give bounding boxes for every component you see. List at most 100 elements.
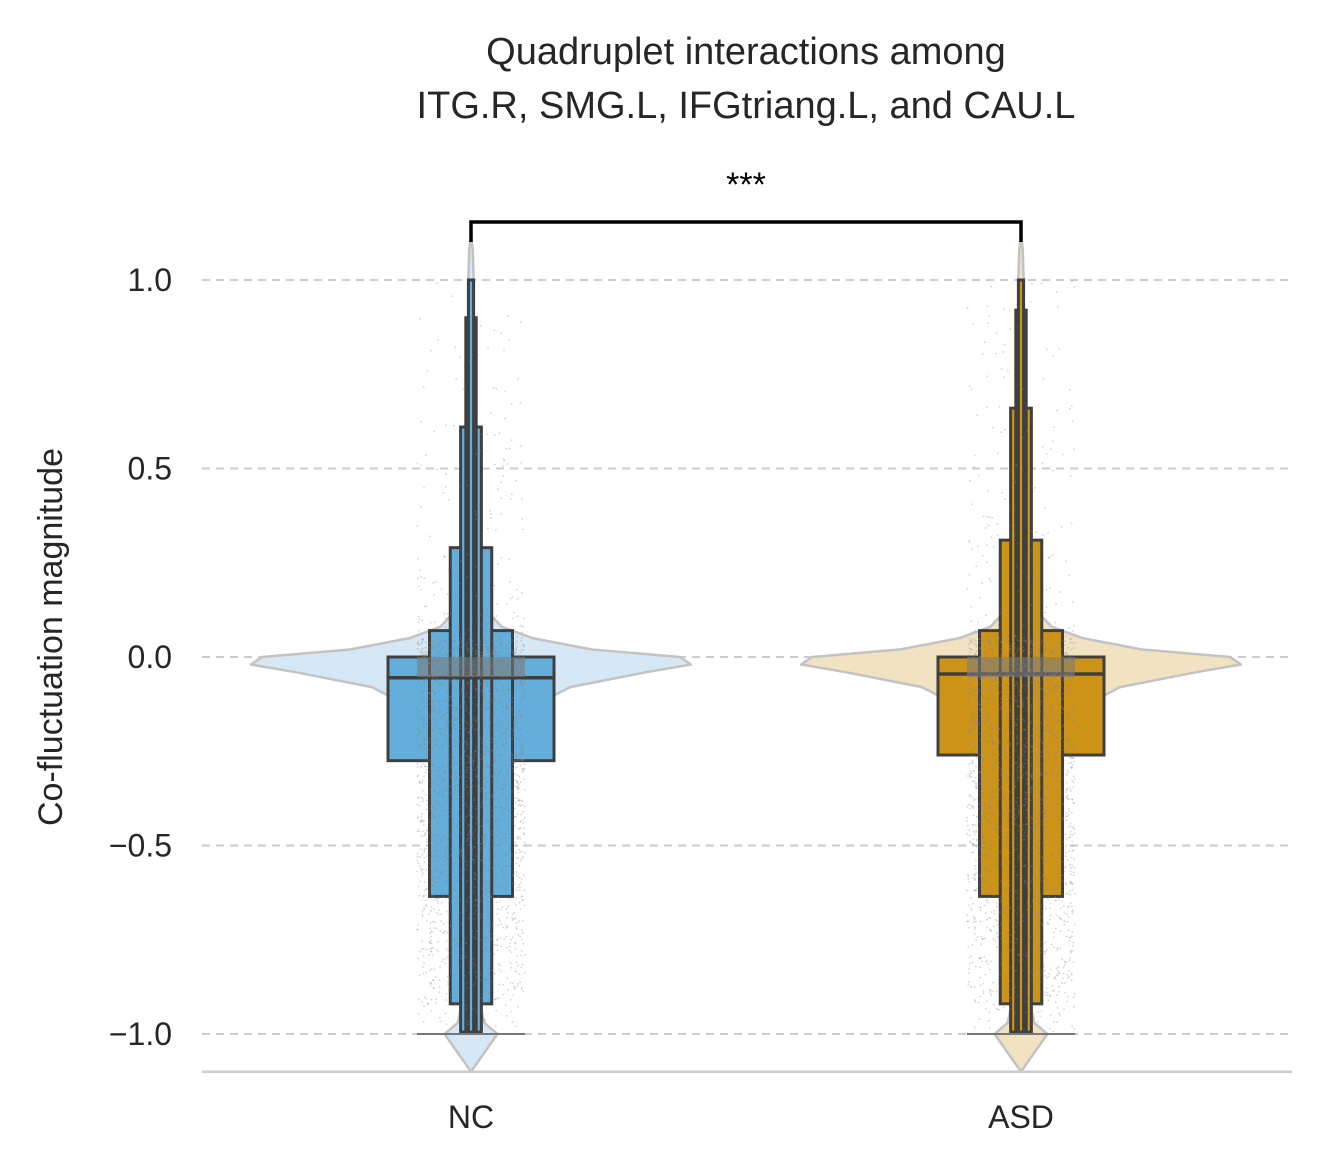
jitter-point: [416, 745, 419, 748]
jitter-point: [494, 697, 497, 700]
jitter-point: [438, 642, 441, 645]
jitter-point: [450, 765, 453, 768]
jitter-point: [1056, 714, 1059, 716]
jitter-point: [429, 969, 431, 972]
jitter-point: [486, 545, 489, 548]
jitter-point: [434, 621, 436, 623]
jitter-point: [511, 936, 514, 939]
jitter-point: [440, 890, 443, 893]
jitter-point: [1026, 802, 1029, 805]
jitter-point: [1067, 920, 1069, 923]
jitter-point: [997, 790, 1000, 792]
jitter-point: [1056, 864, 1059, 867]
jitter-point: [520, 691, 523, 694]
jitter-point: [995, 856, 998, 859]
jitter-point: [445, 957, 448, 960]
jitter-point: [451, 773, 454, 776]
jitter-point: [440, 781, 443, 783]
jitter-point: [456, 855, 459, 858]
jitter-point: [1043, 758, 1045, 761]
jitter-point: [1069, 937, 1071, 939]
jitter-point: [441, 871, 444, 874]
jitter-point: [511, 709, 514, 712]
jitter-point: [983, 803, 986, 805]
jitter-point: [969, 651, 972, 653]
jitter-point: [510, 727, 513, 730]
jitter-point: [1071, 850, 1074, 852]
jitter-point: [450, 695, 453, 698]
jitter-point: [444, 849, 447, 852]
jitter-point: [463, 771, 466, 774]
jitter-point: [1049, 968, 1052, 971]
jitter-point: [968, 647, 971, 650]
jitter-point: [1036, 813, 1038, 816]
jitter-point: [1066, 653, 1069, 656]
jitter-point: [501, 727, 504, 730]
jitter-point: [421, 651, 424, 653]
jitter-point: [1063, 870, 1066, 873]
jitter-point: [989, 812, 991, 814]
jitter-point: [431, 878, 434, 881]
jitter-point: [1042, 534, 1045, 537]
jitter-point: [1016, 889, 1019, 892]
jitter-point: [1018, 905, 1021, 908]
jitter-point: [974, 798, 976, 801]
jitter-point: [458, 852, 461, 854]
jitter-point: [446, 717, 449, 720]
jitter-point: [421, 812, 423, 815]
jitter-point: [509, 847, 512, 850]
jitter-point: [1066, 787, 1069, 790]
jitter-point: [425, 605, 428, 607]
jitter-point: [970, 641, 972, 644]
jitter-point: [972, 838, 975, 841]
jitter-point: [1066, 935, 1068, 938]
jitter-point: [431, 646, 434, 649]
jitter-point: [466, 642, 468, 645]
jitter-point: [989, 684, 991, 687]
jitter-point: [503, 731, 506, 734]
jitter-point: [969, 807, 971, 810]
jitter-point: [1031, 785, 1033, 788]
jitter-point: [433, 709, 436, 712]
jitter-point: [1006, 826, 1009, 828]
jitter-point: [484, 679, 486, 682]
jitter-point: [477, 811, 480, 813]
jitter-point: [423, 716, 426, 719]
jitter-point: [490, 933, 493, 935]
jitter-point: [1044, 861, 1047, 864]
jitter-point: [1065, 865, 1067, 868]
jitter-point: [1020, 707, 1022, 710]
jitter-point: [979, 689, 982, 692]
jitter-point: [1048, 995, 1051, 997]
jitter-point: [967, 984, 970, 986]
jitter-point: [987, 799, 990, 802]
jitter-point: [1025, 856, 1027, 859]
jitter-point: [1018, 691, 1020, 694]
jitter-point: [468, 759, 471, 761]
jitter-point: [1022, 705, 1025, 708]
jitter-point: [477, 885, 480, 887]
jitter-point: [968, 881, 970, 883]
jitter-point: [485, 800, 487, 803]
jitter-point: [427, 852, 430, 855]
jitter-point: [1055, 757, 1057, 759]
jitter-point: [1044, 648, 1047, 651]
jitter-point: [494, 998, 497, 1001]
jitter-point: [495, 387, 498, 390]
jitter-point: [422, 719, 425, 722]
jitter-point: [507, 905, 510, 908]
jitter-point: [1036, 745, 1039, 748]
jitter-point: [498, 645, 501, 648]
jitter-point: [476, 729, 479, 731]
jitter-point: [1012, 641, 1015, 644]
jitter-point: [484, 753, 487, 756]
jitter-point: [496, 844, 499, 847]
jitter-point: [439, 727, 442, 730]
jitter-point: [477, 706, 480, 709]
jitter-point: [1043, 797, 1046, 799]
jitter-point: [481, 946, 484, 949]
jitter-point: [498, 843, 501, 845]
jitter-point: [1037, 916, 1039, 919]
jitter-point: [505, 935, 507, 938]
jitter-point: [996, 778, 999, 781]
